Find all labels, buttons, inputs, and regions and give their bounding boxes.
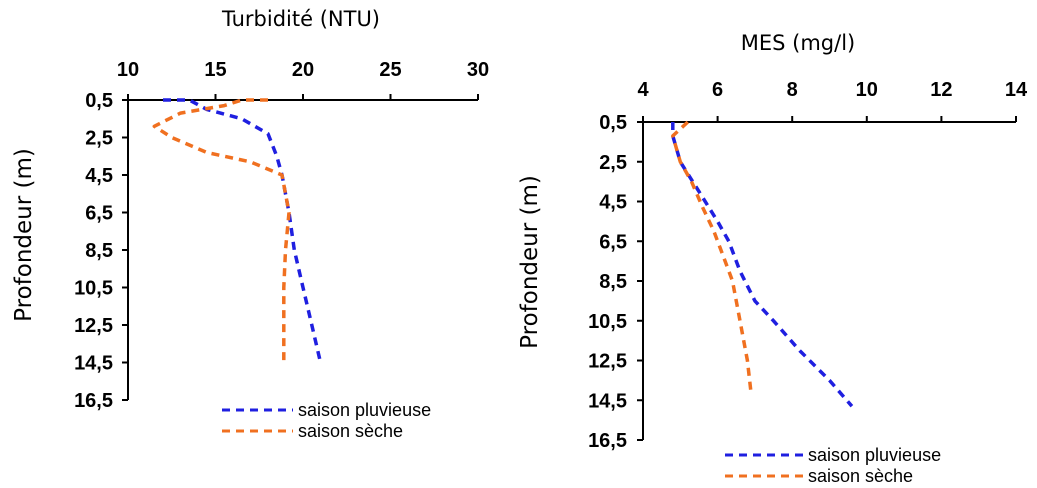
y-tick-label: 16,5 — [74, 390, 113, 412]
x-tick-label: 4 — [637, 79, 649, 101]
y-tick-label: 14,5 — [74, 353, 113, 375]
chart-2-y-label: Profondeur (m) — [517, 175, 543, 349]
legend-label-seche: saison sèche — [808, 466, 913, 486]
x-tick-label: 8 — [787, 79, 798, 101]
y-tick-label: 0,5 — [85, 90, 113, 112]
x-tick-label: 20 — [292, 59, 314, 81]
x-tick-label: 10 — [856, 79, 878, 101]
x-tick-label: 15 — [204, 59, 226, 81]
y-tick-label: 12,5 — [588, 351, 627, 373]
y-tick-label: 4,5 — [599, 192, 627, 214]
chart-2-legend: saison pluvieuse saison sèche — [725, 445, 941, 486]
series-line-seche — [152, 98, 291, 363]
x-tick-label: 30 — [467, 59, 489, 81]
legend-label-seche: saison sèche — [298, 421, 403, 441]
chart-1-y-label: Profondeur (m) — [11, 148, 37, 322]
series-line-seche — [671, 120, 753, 395]
y-tick-label: 6,5 — [85, 203, 113, 225]
y-tick-label: 0,5 — [599, 112, 627, 134]
y-tick-label: 6,5 — [599, 231, 627, 253]
chart-2-title: MES (mg/l) — [741, 31, 855, 55]
legend-label-pluvieuse: saison pluvieuse — [298, 400, 431, 420]
chart-1-title: Turbidité (NTU) — [221, 7, 380, 31]
x-tick-label: 12 — [930, 79, 952, 101]
chart-2: MES (mg/l) Profondeur (m) 4 6 8 10 12 14 0,5 2,… — [517, 31, 1028, 486]
series-line-pluvieuse — [671, 122, 854, 408]
x-tick-label: 10 — [117, 59, 139, 81]
y-tick-label: 2,5 — [85, 128, 113, 150]
y-tick-label: 8,5 — [599, 271, 627, 293]
chart-1: Turbidité (NTU) Profondeur (m) 10 15 20 25 3… — [11, 7, 489, 441]
y-tick-label: 16,5 — [588, 430, 627, 452]
series-line-pluvieuse — [163, 98, 323, 363]
y-tick-label: 10,5 — [588, 311, 627, 333]
y-tick-label: 10,5 — [74, 278, 113, 300]
y-tick-label: 14,5 — [588, 390, 627, 412]
y-tick-label: 8,5 — [85, 240, 113, 262]
x-tick-label: 14 — [1005, 79, 1028, 101]
y-tick-label: 2,5 — [599, 152, 627, 174]
y-tick-label: 12,5 — [74, 315, 113, 337]
x-tick-label: 25 — [379, 59, 401, 81]
legend-label-pluvieuse: saison pluvieuse — [808, 445, 941, 465]
y-tick-label: 4,5 — [85, 165, 113, 187]
chart-1-legend: saison pluvieuse saison sèche — [222, 400, 431, 441]
x-tick-label: 6 — [712, 79, 723, 101]
